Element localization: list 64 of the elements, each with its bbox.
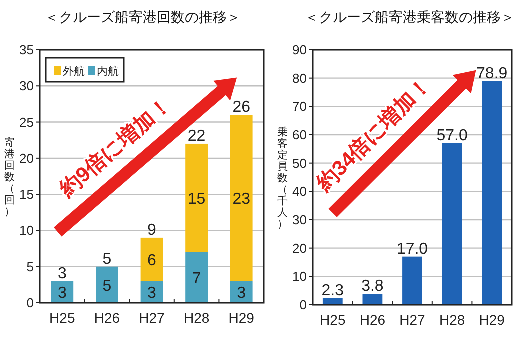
x-tick-label: H27: [139, 310, 166, 326]
y-tick-label: 10: [292, 269, 307, 284]
bar: [322, 298, 343, 305]
y-tick-label: 80: [292, 70, 307, 86]
y-tick-label: 90: [292, 42, 307, 58]
data-label: 6: [148, 252, 157, 270]
y-tick-label: 35: [20, 42, 34, 58]
y-tick-label: 30: [20, 78, 34, 94]
x-tick-label: H26: [94, 310, 120, 326]
chart-title: ＜クルーズ船寄港乗客数の推移＞: [305, 9, 515, 25]
total-label: 3: [58, 265, 67, 282]
legend-label: 内航: [97, 65, 119, 78]
x-tick-label: H25: [320, 312, 346, 328]
y-tick-label: 20: [292, 240, 307, 256]
bar: [230, 115, 253, 282]
bar: [482, 81, 502, 305]
y-tick-label: 30: [292, 212, 307, 228]
chart-title: ＜クルーズ船寄港回数の推移＞: [45, 9, 241, 25]
y-tick-label: 5: [26, 259, 34, 274]
bar: [186, 252, 208, 303]
y-tick-label: 0: [26, 296, 34, 310]
data-label: 57.0: [436, 128, 468, 144]
bar: [362, 294, 383, 305]
data-label: 15: [188, 191, 206, 208]
bar: [186, 144, 208, 252]
y-tick-label: 60: [292, 128, 307, 142]
x-tick-label: H29: [479, 312, 506, 328]
bar: [442, 144, 462, 305]
data-label: 3.8: [362, 278, 384, 296]
annotation: 約9倍に増加！: [54, 92, 176, 202]
y-axis-title: 寄港回数（回）: [4, 136, 16, 218]
x-tick-label: H28: [439, 312, 466, 328]
y-tick-label: 20: [20, 150, 34, 166]
text: 乗客定員数（千人）: [278, 126, 288, 230]
x-tick-label: H25: [50, 310, 76, 326]
data-label: 2.3: [322, 282, 344, 300]
data-label: 17.0: [396, 240, 428, 258]
y-tick-label: 70: [292, 99, 307, 114]
legend-label: 外航: [63, 65, 85, 78]
annotation: 約34倍に増加！: [312, 72, 436, 196]
data-label: 3: [58, 285, 67, 302]
total-label: 9: [148, 222, 157, 239]
x-tick-label: H28: [184, 310, 210, 326]
y-tick-label: 50: [292, 156, 307, 171]
bar: [402, 256, 422, 305]
data-label: 3: [148, 285, 157, 302]
data-label: 5: [102, 278, 112, 295]
data-label: 3: [237, 285, 246, 302]
total-label: 5: [102, 250, 112, 268]
bar: [140, 238, 164, 282]
bar: [96, 266, 118, 303]
total-label: 26: [232, 99, 251, 116]
x-tick-label: H27: [400, 312, 426, 328]
data-label: 23: [232, 191, 251, 208]
y-tick-label: 15: [20, 187, 34, 202]
total-label: 22: [188, 128, 206, 145]
data-label: 78.9: [476, 65, 508, 82]
y-tick-label: 10: [20, 223, 34, 238]
y-tick-label: 25: [20, 114, 34, 130]
y-tick-label: 0: [300, 298, 307, 312]
x-tick-label: H26: [360, 312, 386, 328]
data-label: 7: [192, 270, 202, 288]
y-tick-label: 40: [292, 184, 307, 200]
x-tick-label: H29: [228, 310, 255, 326]
